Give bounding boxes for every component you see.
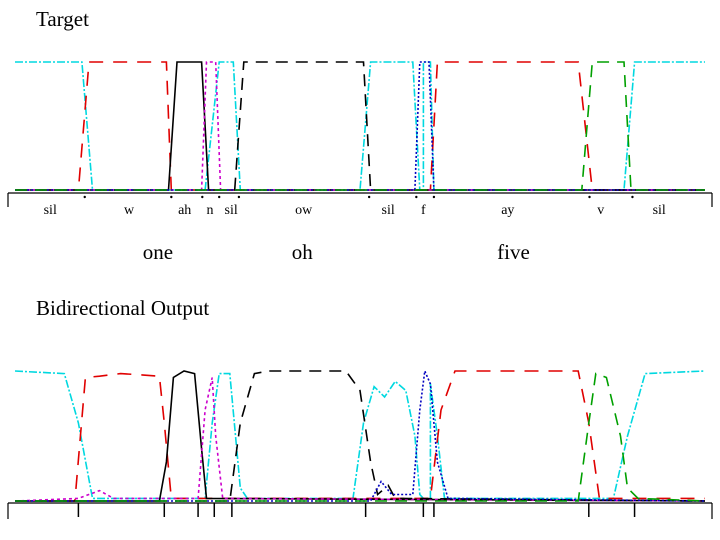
phone-label: sil — [653, 203, 666, 218]
output-title: Bidirectional Output — [36, 296, 209, 320]
boundary-tick — [415, 195, 418, 199]
boundary-tick — [170, 195, 173, 199]
boundary-tick — [237, 195, 241, 199]
boundary-tick — [432, 195, 436, 199]
series-line-0 — [15, 61, 705, 191]
series-line-3 — [14, 377, 706, 502]
series-line-0 — [14, 370, 706, 500]
word-label: oh — [292, 240, 314, 264]
target-title: Target — [36, 7, 89, 31]
phone-label: f — [421, 203, 426, 218]
phone-label: v — [597, 203, 604, 218]
boundary-tick — [83, 195, 86, 199]
series-line-4 — [15, 370, 706, 502]
phone-label: ay — [501, 203, 514, 218]
boundary-tick — [367, 195, 371, 199]
series-line-5 — [15, 367, 706, 502]
series-line-5 — [15, 61, 705, 191]
phone-label: sil — [44, 203, 57, 218]
series-line-2 — [15, 61, 705, 191]
series-line-3 — [15, 61, 705, 191]
series-line-1 — [15, 370, 705, 502]
boundary-tick — [588, 195, 591, 199]
boundary-tick — [201, 195, 204, 199]
phone-label: sil — [382, 203, 395, 218]
series-line-4 — [15, 61, 705, 191]
output-panel — [7, 367, 713, 519]
series-line-1 — [15, 61, 705, 191]
series-line-6 — [15, 372, 706, 502]
phone-label: n — [207, 203, 214, 218]
boundary-tick — [218, 195, 221, 199]
phone-label: sil — [225, 203, 238, 218]
phone-label: w — [124, 203, 135, 218]
series-line-6 — [15, 61, 705, 191]
word-label: five — [497, 240, 530, 264]
boundary-tick — [631, 195, 634, 199]
word-label: one — [143, 240, 173, 264]
phone-label: ah — [178, 203, 191, 218]
series-line-2 — [15, 370, 706, 502]
phone-label: ow — [295, 203, 313, 218]
